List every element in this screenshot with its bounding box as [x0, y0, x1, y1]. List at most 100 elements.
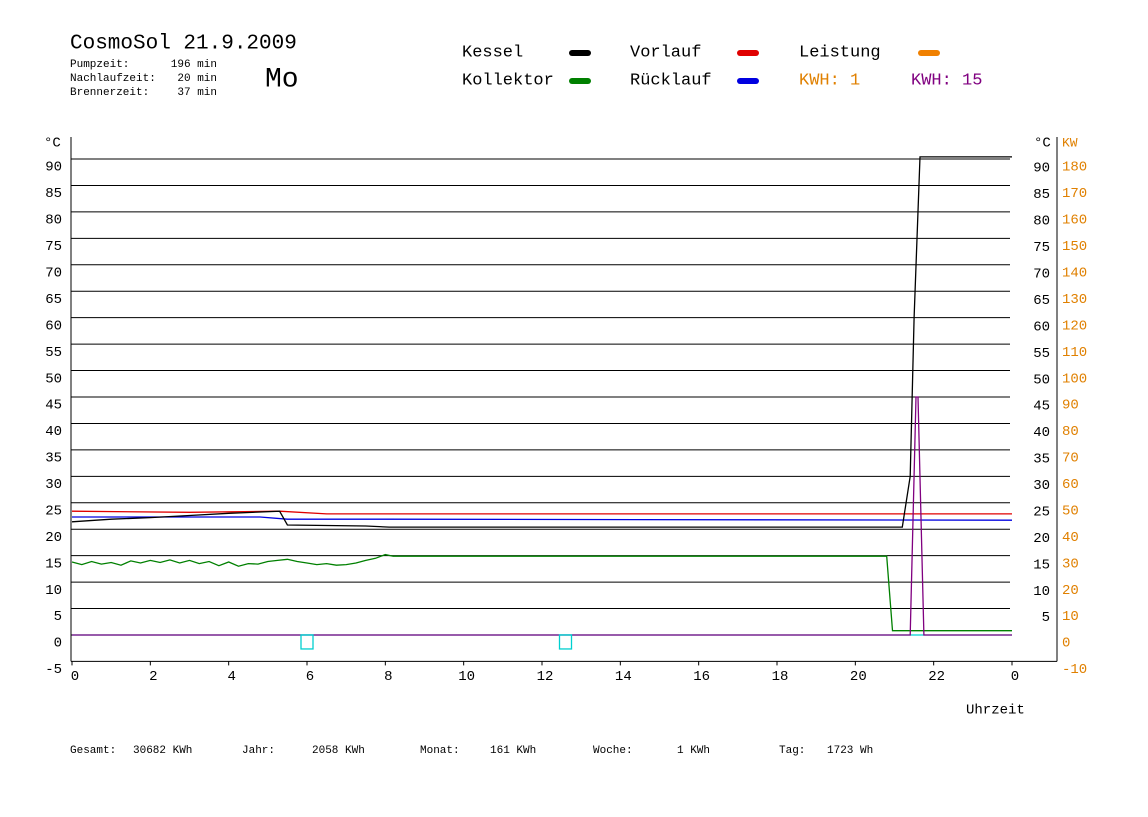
y2-tick-label: 150	[1062, 239, 1087, 255]
y2-tick-label: 70	[1062, 451, 1079, 467]
y-tick-label: 15	[45, 556, 62, 572]
x-tick-label: 14	[615, 669, 632, 685]
footer-value: 1 KWh	[677, 745, 710, 757]
y2-tick-label: 180	[1062, 160, 1087, 176]
y-tick-label: 40	[45, 424, 62, 440]
y-right-tick-label: 45	[1033, 399, 1050, 415]
x-tick-label: 8	[384, 669, 392, 685]
y2-tick-label: 110	[1062, 345, 1087, 361]
y2-tick-label: 100	[1062, 371, 1087, 387]
y-tick-label: 45	[45, 398, 62, 414]
footer-value: 161 KWh	[490, 745, 536, 757]
y-tick-label: 50	[45, 371, 62, 387]
y-tick-label: 60	[45, 318, 62, 334]
event-marker	[300, 634, 314, 650]
legend-label: Leistung	[799, 43, 881, 62]
y-tick-label: -5	[45, 662, 62, 678]
y-right-tick-label: 10	[1033, 584, 1050, 600]
y-tick-label: 30	[45, 477, 62, 493]
y-tick-label: 80	[45, 213, 62, 229]
series-line	[71, 156, 1012, 528]
y2-tick-label: 50	[1062, 503, 1079, 519]
y-right-tick-label: 70	[1033, 267, 1050, 283]
stat-value: 20 min	[177, 73, 217, 85]
x-tick-label: 20	[850, 669, 867, 685]
footer-value: 1723 Wh	[827, 745, 873, 757]
y-right-tick-label: 30	[1033, 478, 1050, 494]
y-right-tick-label: 60	[1033, 319, 1050, 335]
x-tick-label: 18	[772, 669, 789, 685]
x-tick-label: 12	[537, 669, 554, 685]
kwh-label: KWH: 1	[799, 71, 860, 90]
footer-label: Jahr:	[242, 745, 275, 757]
y-right-tick-label: 25	[1033, 504, 1050, 520]
footer-value: 30682 KWh	[133, 745, 192, 757]
y-tick-label: 55	[45, 345, 62, 361]
legend-label: Kollektor	[462, 71, 554, 90]
y2-tick-label: 120	[1062, 318, 1087, 334]
y-tick-label: 75	[45, 239, 62, 255]
y-tick-label: 35	[45, 451, 62, 467]
x-tick-label: 2	[149, 669, 157, 685]
y-tick-label: 20	[45, 530, 62, 546]
stat-label: Pumpzeit:	[70, 59, 129, 71]
x-tick-label: 4	[227, 669, 235, 685]
y-right-tick-label: 5	[1042, 610, 1050, 626]
y-right-tick-label: 90	[1033, 161, 1050, 177]
x-tick-label: 10	[458, 669, 475, 685]
stat-value: 196 min	[171, 59, 217, 71]
y-tick-label: 0	[54, 636, 62, 652]
y-right-tick-label: 20	[1033, 531, 1050, 547]
footer-label: Monat:	[420, 745, 460, 757]
y2-tick-label: 140	[1062, 266, 1087, 282]
y2-tick-label: -10	[1062, 662, 1087, 678]
series-line	[71, 553, 1012, 632]
y-right-tick-label: 15	[1033, 557, 1050, 573]
y-right-tick-label: 65	[1033, 293, 1050, 309]
y-tick-label: 10	[45, 583, 62, 599]
y2-tick-label: 30	[1062, 556, 1079, 572]
y2-tick-label: 10	[1062, 609, 1079, 625]
y-tick-label: 70	[45, 266, 62, 282]
stat-label: Nachlaufzeit:	[70, 73, 156, 85]
y-right-tick-label: 50	[1033, 372, 1050, 388]
legend-label: Vorlauf	[630, 43, 701, 62]
event-marker	[558, 634, 573, 650]
y2-tick-label: 170	[1062, 186, 1087, 202]
footer-label: Woche:	[593, 745, 633, 757]
y-unit: °C	[44, 136, 61, 152]
y-tick-label: 90	[45, 160, 62, 176]
y2-tick-label: 130	[1062, 292, 1087, 308]
y-tick-label: 5	[54, 609, 62, 625]
series-line	[72, 516, 1013, 521]
title: CosmoSol 21.9.2009	[70, 33, 297, 56]
footer-value: 2058 KWh	[312, 745, 365, 757]
y2-tick-label: 160	[1062, 213, 1087, 229]
footer-label: Gesamt:	[70, 745, 116, 757]
stat-value: 37 min	[177, 87, 217, 99]
x-tick-label: 22	[928, 669, 945, 685]
legend-label: Kessel	[462, 43, 523, 62]
x-tick-label: 16	[693, 669, 710, 685]
x-tick-label: 0	[71, 669, 79, 685]
y2-tick-label: 80	[1062, 424, 1079, 440]
y-tick-label: 85	[45, 186, 62, 202]
kwh-label: KWH: 15	[911, 71, 982, 90]
y2-tick-label: 60	[1062, 477, 1079, 493]
x-tick-label: 6	[306, 669, 314, 685]
y-right-tick-label: 75	[1033, 240, 1050, 256]
y2-tick-label: 90	[1062, 398, 1079, 414]
x-label: Uhrzeit	[966, 703, 1025, 719]
y-right-tick-label: 35	[1033, 452, 1050, 468]
day: Mo	[265, 64, 299, 95]
y2-tick-label: 40	[1062, 530, 1079, 546]
y2-tick-label: 20	[1062, 583, 1079, 599]
footer-label: Tag:	[779, 745, 805, 757]
y2-unit: KW	[1062, 135, 1078, 150]
y-right-unit: °C	[1034, 136, 1051, 152]
stat-label: Brennerzeit:	[70, 87, 149, 99]
x-tick-label: 0	[1011, 669, 1019, 685]
y-right-tick-label: 85	[1033, 187, 1050, 203]
y-right-tick-label: 55	[1033, 346, 1050, 362]
